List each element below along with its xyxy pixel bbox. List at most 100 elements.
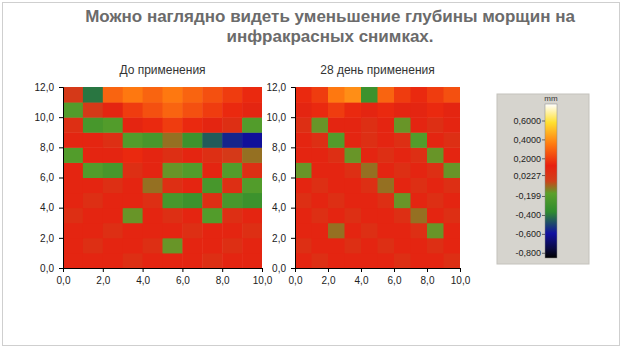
heatmap-cell [182, 132, 202, 148]
heatmap-cell [312, 87, 329, 103]
heatmap-cell [295, 178, 312, 194]
y-tick-label: 4,0 [40, 202, 54, 213]
x-tick-label: 2,0 [322, 275, 336, 286]
heatmap-cell [378, 162, 395, 178]
heatmap-cell [312, 208, 329, 224]
heatmap-cell [444, 223, 461, 239]
x-tick: 10,0 [451, 268, 471, 286]
heatmap-cell [361, 208, 378, 224]
y-tick-label: 12,0 [267, 82, 287, 93]
heatmap-cell [182, 208, 202, 224]
heatmap-cell [143, 87, 163, 103]
heatmap-cell [411, 132, 428, 148]
heatmap-cell [427, 253, 444, 268]
colorbar-tick [542, 121, 545, 122]
y-tick-label: 2,0 [40, 233, 54, 244]
colorbar-tick-label: 0,2000 [513, 154, 541, 164]
heatmap-cell [163, 147, 183, 163]
heatmap-cell [328, 178, 345, 194]
heatmap-cell [222, 147, 242, 163]
heatmap-cell [411, 238, 428, 254]
heatmap-cell [143, 253, 163, 268]
heatmap-cell [103, 193, 123, 209]
x-tick-label: 6,0 [388, 275, 402, 286]
heatmap-cell [345, 178, 362, 194]
heatmap-cell [394, 147, 411, 163]
heatmap-cell [123, 253, 143, 268]
x-tick: 2,0 [322, 268, 336, 286]
heatmap-cell [242, 208, 262, 224]
heatmap-cell [222, 162, 242, 178]
heatmap-cell [242, 193, 262, 209]
heatmap-cell [222, 132, 242, 148]
heatmap-cell [427, 238, 444, 254]
heatmap-cell [123, 193, 143, 209]
heatmap-cell [378, 87, 395, 103]
y-tick-mark [291, 208, 295, 209]
heatmap-cell [444, 193, 461, 209]
x-tick: 6,0 [176, 268, 190, 286]
heatmap-cells [63, 87, 262, 268]
heatmap-cell [123, 102, 143, 118]
y-tick-mark [291, 268, 295, 269]
y-tick: 12,0 [267, 82, 295, 93]
heatmap-cell [202, 253, 222, 268]
heatmap-cell [312, 223, 329, 239]
heatmap-cell [427, 162, 444, 178]
colorbar-tick-label: 0,6000 [513, 116, 541, 126]
y-tick: 8,0 [40, 142, 63, 153]
heatmap-cell [411, 117, 428, 133]
y-axis-line [291, 88, 296, 269]
colorbar-tick [542, 215, 545, 216]
x-tick-label: 8,0 [216, 275, 230, 286]
heatmap-cell [345, 223, 362, 239]
y-tick-mark [59, 268, 63, 269]
heatmap-cells [295, 87, 460, 268]
heatmap-cell [444, 87, 461, 103]
chart-svg: Можно наглядно видеть уменьшение глубины… [0, 0, 625, 355]
heatmap-cell [361, 162, 378, 178]
heatmap-cell [378, 238, 395, 254]
heatmap-cell [295, 208, 312, 224]
x-tick-label: 4,0 [136, 275, 150, 286]
heatmap-cell [312, 238, 329, 254]
heatmap-cell [83, 238, 103, 254]
heatmap-cell [295, 147, 312, 163]
heatmap-cell [222, 238, 242, 254]
heatmap-cell [143, 102, 163, 118]
heatmap-cell [378, 132, 395, 148]
y-tick: 0,0 [40, 263, 63, 274]
heatmap-cell [63, 238, 83, 254]
heatmap-cell [163, 102, 183, 118]
heatmap-cell [143, 162, 163, 178]
heatmap-cell [328, 147, 345, 163]
heatmap-cell [242, 162, 262, 178]
heatmap-cell [345, 208, 362, 224]
y-tick-label: 8,0 [40, 142, 54, 153]
x-tick-mark [361, 268, 362, 272]
heatmap-cell [242, 223, 262, 239]
heatmap-cell [361, 253, 378, 268]
x-tick: 4,0 [136, 268, 150, 286]
heatmap-cell [222, 102, 242, 118]
colorbar-box [497, 94, 589, 264]
heatmap-cell [123, 147, 143, 163]
heatmap-cell [411, 102, 428, 118]
heatmap-cell [123, 87, 143, 103]
heatmap-cell [143, 132, 163, 148]
heatmap-cell [123, 178, 143, 194]
heatmap-cell [411, 208, 428, 224]
x-tick-label: 8,0 [421, 275, 435, 286]
y-tick: 6,0 [40, 172, 63, 183]
y-tick: 4,0 [272, 202, 295, 213]
colorbar-tick [542, 139, 545, 140]
x-tick-mark [222, 268, 223, 272]
heatmap-cell [163, 208, 183, 224]
heatmap-cell [345, 117, 362, 133]
heatmap-cell [312, 178, 329, 194]
heatmap-cell [103, 223, 123, 239]
heatmap-cell [202, 178, 222, 194]
heatmap-cell [123, 208, 143, 224]
heatmap-cell [361, 178, 378, 194]
heatmap-cell [345, 132, 362, 148]
